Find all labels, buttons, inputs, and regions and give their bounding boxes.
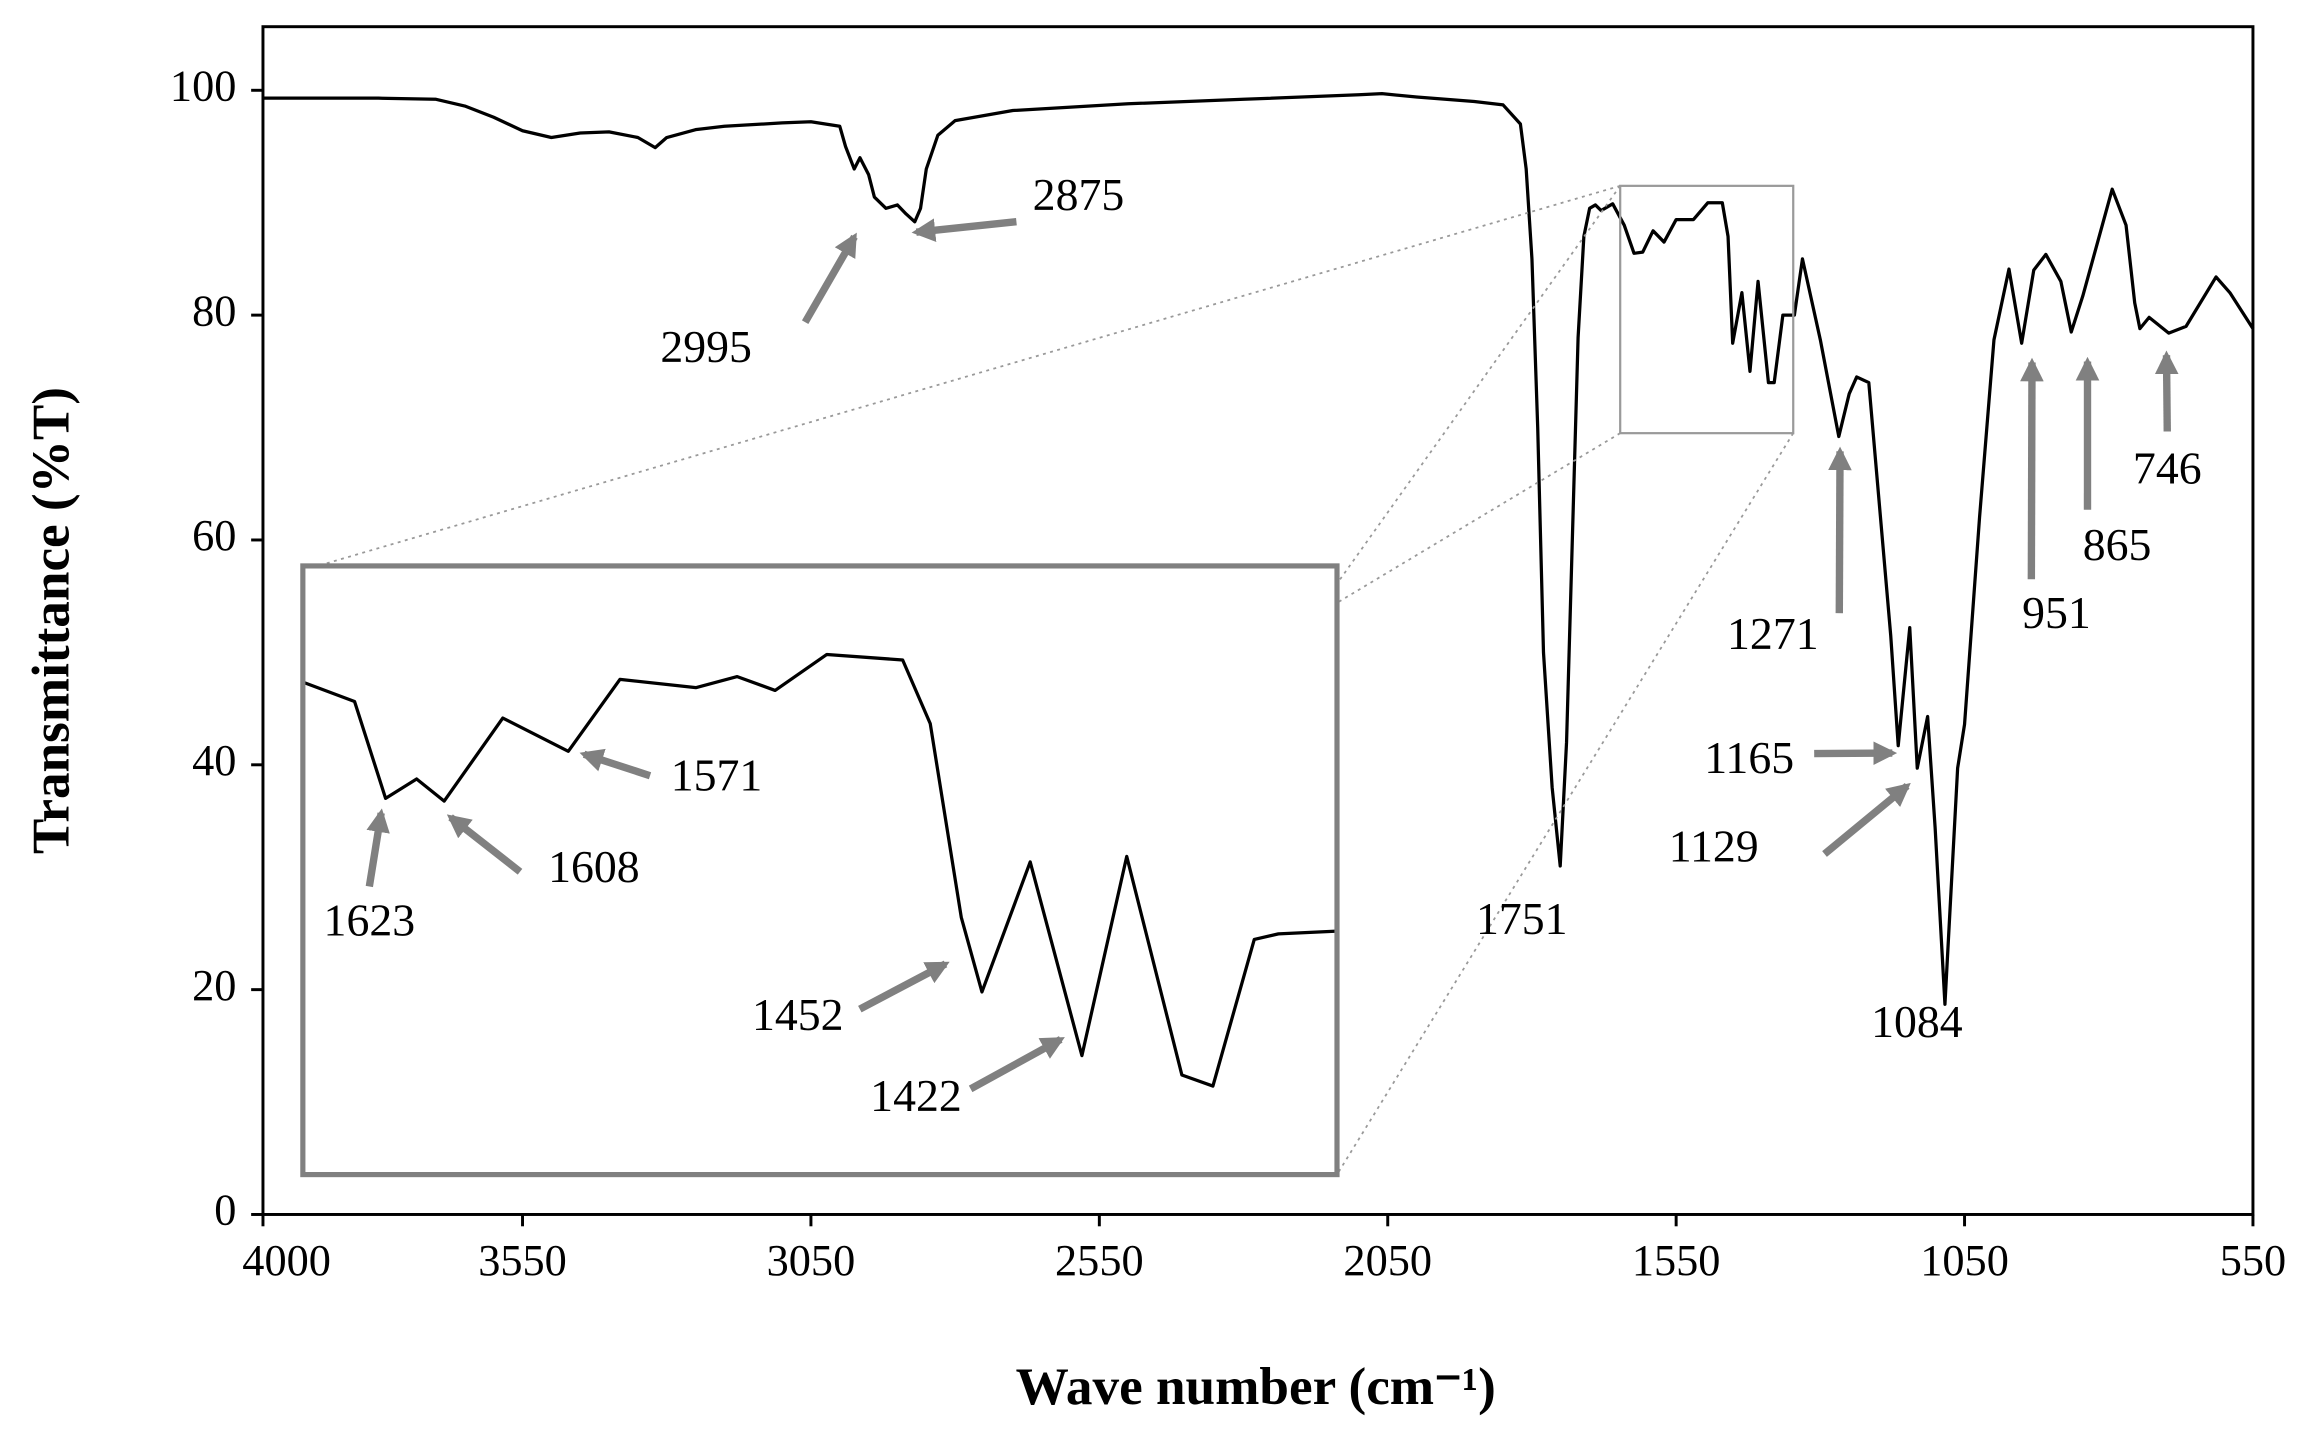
annotation-arrow: [2020, 357, 2044, 580]
zoom-connector: [1336, 432, 1794, 1176]
annotation-label: 1608: [548, 841, 640, 892]
annotation-arrow: [2154, 350, 2179, 432]
annotation-label: 1751: [1476, 893, 1568, 944]
annotation-arrow: [911, 218, 1017, 242]
zoom-box: [1619, 184, 1795, 435]
annotation-arrow: [446, 814, 523, 875]
y-tick-label: 20: [192, 961, 236, 1010]
x-tick-label: 2050: [1343, 1236, 1432, 1285]
inset-background: [302, 565, 1337, 1175]
x-tick-label: 2550: [1055, 1236, 1144, 1285]
x-tick-label: 3550: [478, 1236, 567, 1285]
annotation-label: 1129: [1669, 821, 1759, 872]
x-tick-label: 1550: [1632, 1236, 1721, 1285]
y-tick-label: 40: [192, 736, 236, 785]
inset-frame: [300, 563, 1340, 1178]
annotation-label: 1452: [752, 989, 844, 1040]
y-tick-label: 60: [192, 511, 236, 560]
zoom-connector: [317, 184, 1621, 567]
annotation-label: 951: [2022, 587, 2091, 638]
annotation-label: 1422: [870, 1070, 962, 1121]
zoom-connector: [1336, 185, 1621, 585]
x-tick-label: 3050: [767, 1236, 856, 1285]
y-tick-label: 100: [170, 61, 236, 110]
annotation-arrow: [579, 748, 652, 780]
annotation-label: 1623: [324, 894, 416, 945]
y-tick-label: 80: [192, 286, 236, 335]
annotation-label: 1084: [1871, 996, 1963, 1047]
plot-frame: [261, 25, 2255, 1216]
annotation-arrow: [365, 808, 390, 888]
y-axis-title: Transmittance (%T): [21, 387, 80, 854]
x-tick-label: 4000: [242, 1236, 331, 1285]
annotation-label: 2995: [660, 321, 752, 372]
annotation-arrow: [858, 960, 950, 1013]
annotation-arrow: [1822, 782, 1911, 857]
annotation-label: 865: [2083, 519, 2152, 570]
annotation-arrow: [801, 232, 858, 325]
x-axis-title: Wave number (cm⁻¹): [1016, 1357, 1496, 1416]
x-tick-label: 1050: [1920, 1236, 2009, 1285]
inset-spectrum-line: [302, 652, 1338, 1088]
annotation-arrow: [968, 1036, 1065, 1093]
y-tick-label: 0: [214, 1186, 236, 1235]
annotation-label: 1165: [1704, 732, 1794, 783]
annotation-arrow: [1828, 446, 1852, 614]
spectrum-line: [262, 92, 2255, 1006]
zoom-connector: [1336, 432, 1621, 604]
annotation-label: 1271: [1727, 608, 1819, 659]
x-tick-label: 550: [2220, 1236, 2286, 1285]
annotation-label: 746: [2133, 442, 2202, 493]
annotation-label: 2875: [1033, 169, 1125, 220]
annotation-label: 1571: [671, 750, 763, 801]
